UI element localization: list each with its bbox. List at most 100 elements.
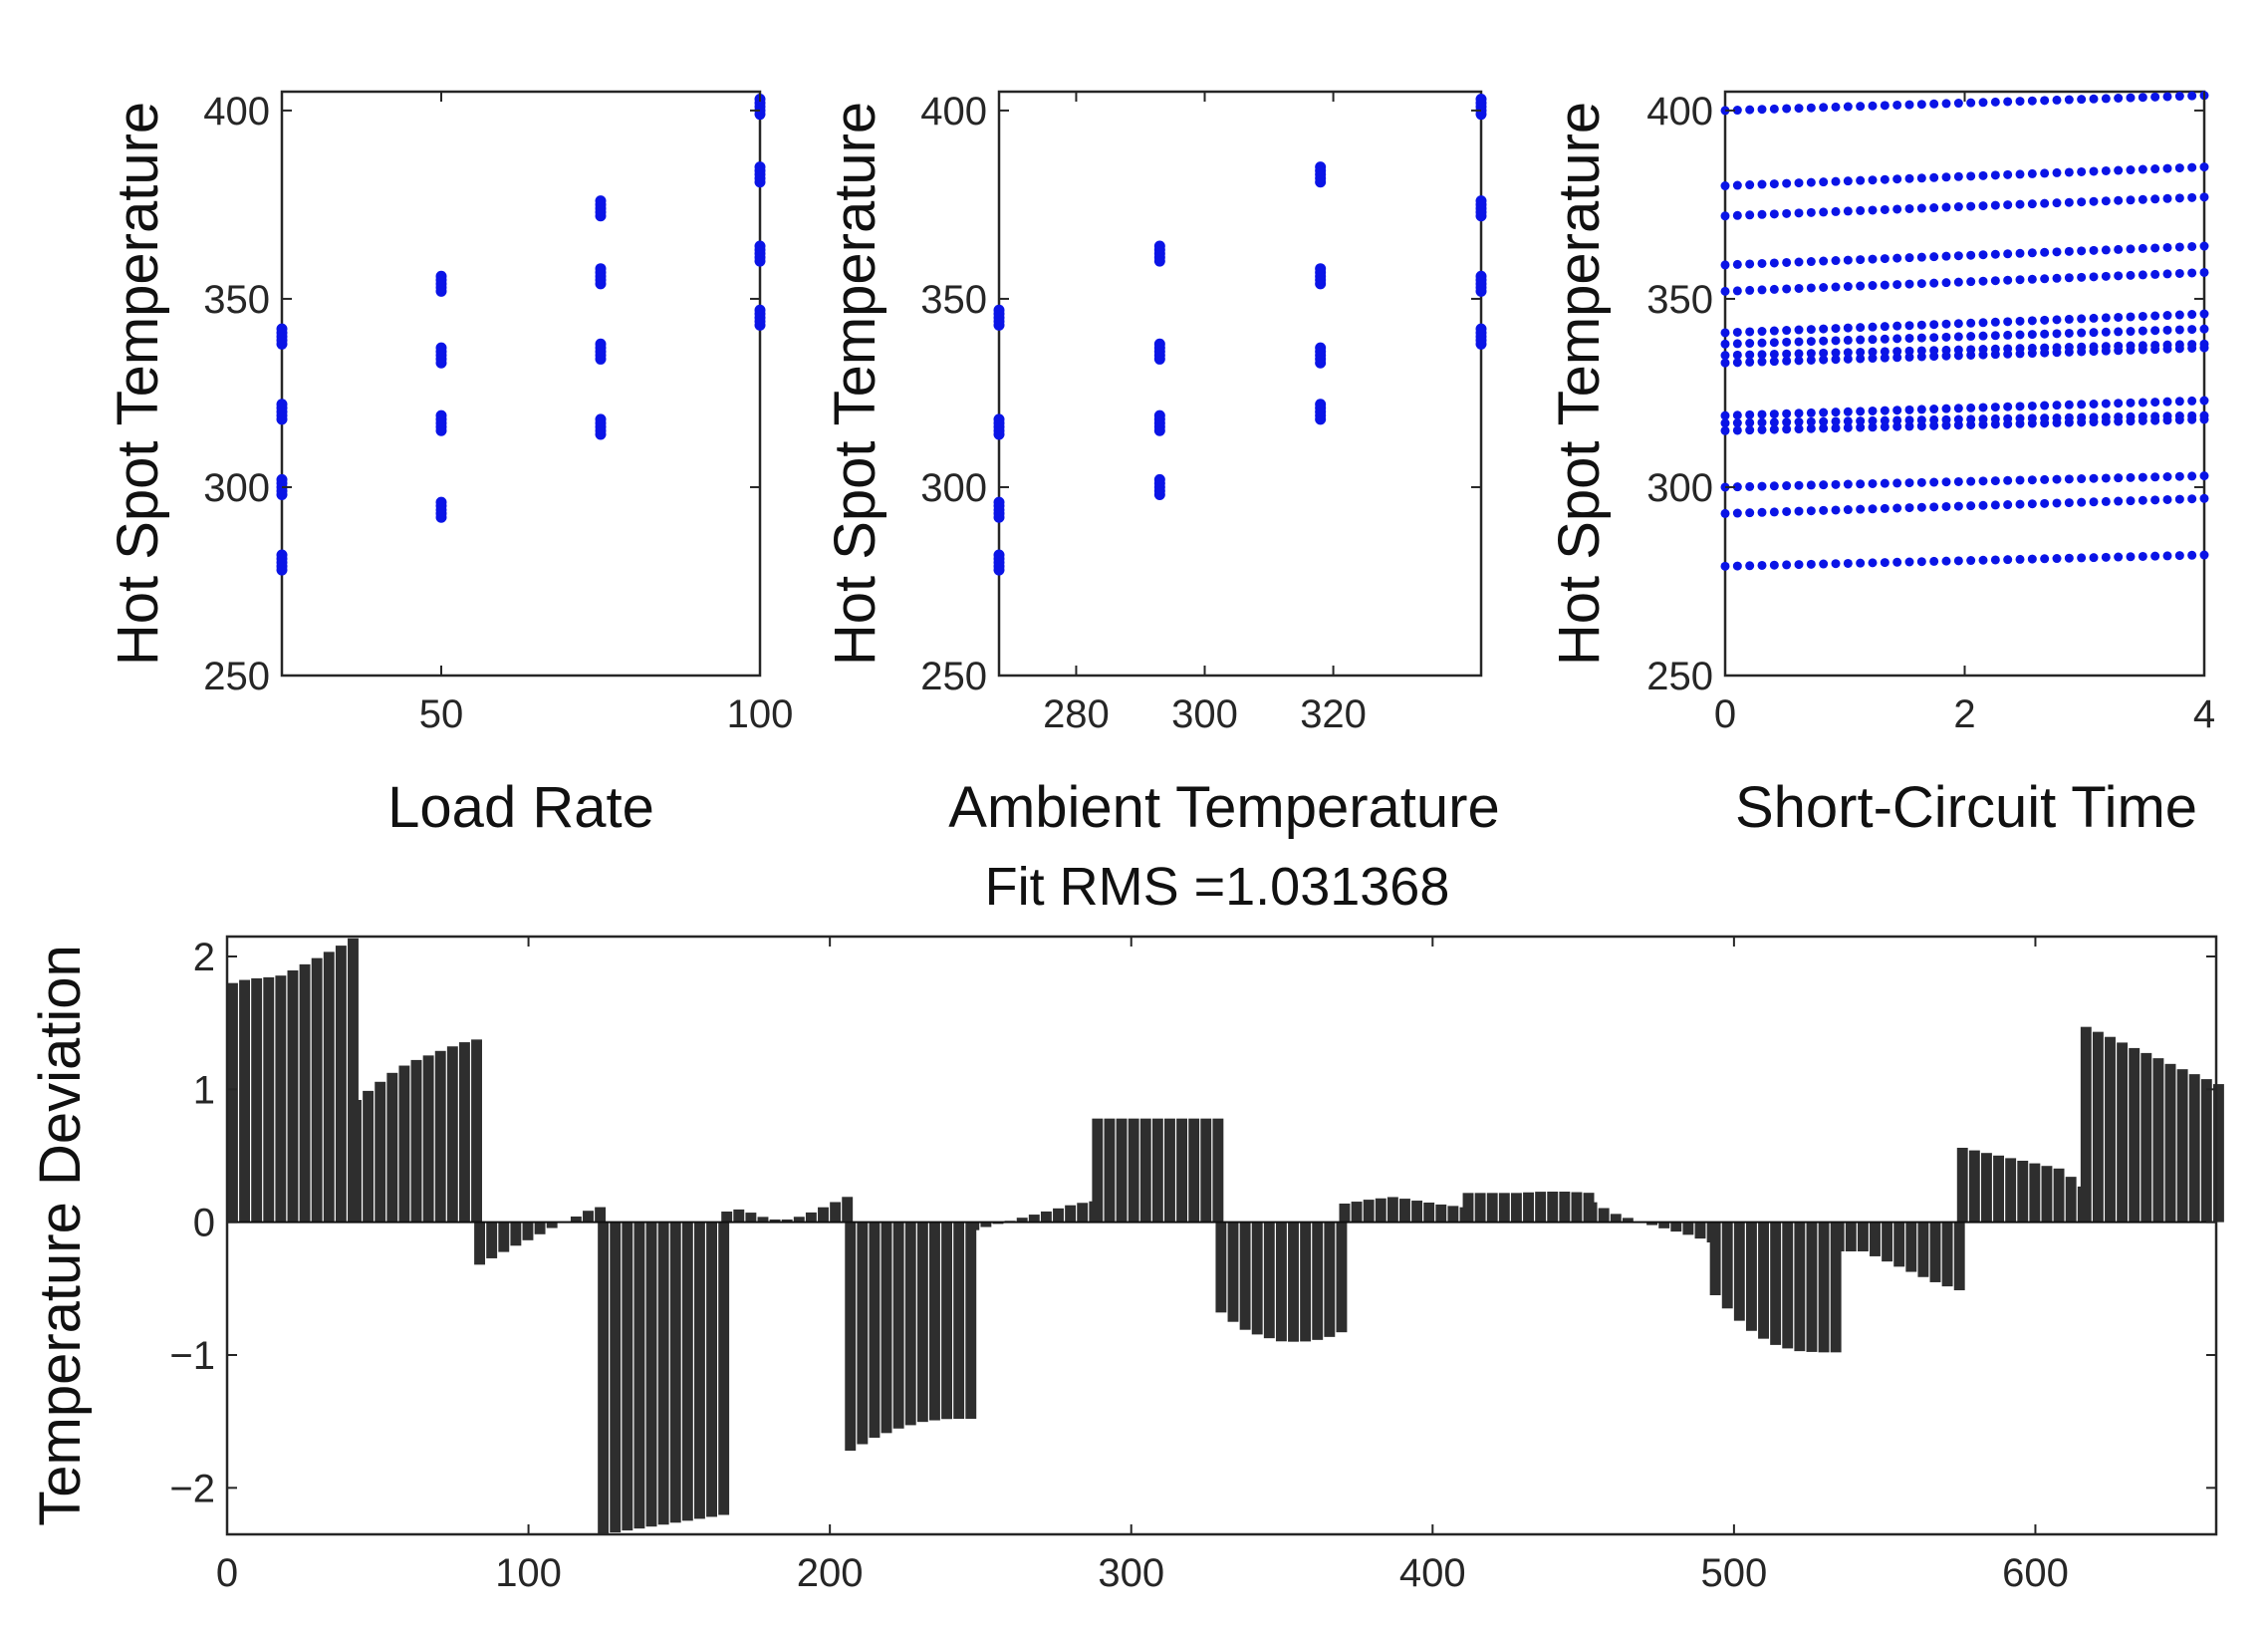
scatter-point [2150, 311, 2160, 321]
deviation-bar [2092, 1031, 2104, 1223]
scatter-point [1892, 415, 1902, 425]
deviation-bar [335, 946, 347, 1223]
scatter-point [1806, 325, 1816, 335]
deviation-bar [1794, 1222, 1806, 1352]
scatter-point [1892, 253, 1902, 263]
scatter-point [1941, 404, 1951, 413]
scatter-point [1831, 282, 1841, 292]
scatter-point [2015, 402, 2025, 411]
scatter-point [2101, 94, 2111, 104]
scatter-point [2015, 248, 2025, 258]
scatter-point [1953, 332, 1963, 342]
deviation-bar [446, 1046, 458, 1223]
scatter-point [1978, 403, 1988, 412]
scatter-point [2150, 398, 2160, 408]
deviation-bar [1363, 1200, 1375, 1223]
x-tick-label: 50 [419, 692, 464, 736]
scatter-point [2027, 168, 2037, 178]
scatter-point [2114, 244, 2124, 254]
deviation-bar [1571, 1192, 1583, 1223]
scatter-point [1794, 208, 1804, 218]
deviation-bar [706, 1222, 717, 1517]
scatter-point [2003, 413, 2013, 423]
y-tick-label: 350 [920, 278, 987, 322]
scatter-point [2027, 316, 2037, 326]
scatter-point [2040, 274, 2050, 284]
scatter-point [2101, 473, 2111, 483]
scatter-point [754, 304, 766, 316]
scatter-point [2174, 340, 2184, 350]
scatter-point [1819, 416, 1829, 426]
scatter-point [1880, 415, 1890, 425]
deviation-bar [892, 1222, 904, 1429]
scatter-point [2114, 473, 2124, 483]
deviation-bar [733, 1209, 745, 1223]
x-axis-label: Short-Circuit Time [1735, 775, 2197, 840]
scatter-point [1843, 505, 1853, 515]
deviation-bar [1610, 1214, 1622, 1223]
scatter-point [1966, 476, 1976, 486]
panel-temperature-deviation: Fit RMS =1.031368 0 100 200 300 400 500 600 −2 −… [28, 857, 2224, 1595]
deviation-bar [1053, 1208, 1064, 1223]
scatter-point [2089, 94, 2099, 104]
x-tick-label: 400 [1399, 1551, 1466, 1595]
deviation-bar [693, 1222, 705, 1519]
scatter-point [1831, 348, 1841, 358]
scatter-point [1892, 353, 1902, 363]
deviation-bar [2141, 1052, 2152, 1223]
scatter-point [2052, 474, 2062, 484]
scatter-point [1990, 476, 2000, 486]
scatter-point [1794, 257, 1804, 267]
deviation-bar [458, 1042, 470, 1223]
deviation-bar [1288, 1222, 1299, 1342]
scatter-point [1745, 508, 1755, 518]
scatter-point [1831, 355, 1841, 365]
scatter-point [1819, 324, 1829, 334]
scatter-point [2162, 551, 2172, 561]
scatter-point [1941, 99, 1951, 109]
scatter-point [1880, 280, 1890, 290]
scatter-point [2077, 95, 2087, 105]
scatter-point [1856, 255, 1866, 265]
deviation-bar [583, 1211, 594, 1223]
scatter-point [1916, 173, 1926, 183]
deviation-bar [1375, 1198, 1386, 1223]
deviation-bar [1535, 1192, 1547, 1223]
scatter-point [1868, 422, 1878, 432]
deviation-bar [953, 1222, 965, 1419]
deviation-bar [1733, 1222, 1745, 1321]
scatter-point [1769, 357, 1779, 367]
scatter-point [1856, 102, 1866, 112]
scatter-point [1757, 327, 1767, 337]
deviation-bar [929, 1222, 940, 1421]
scatter-point [2015, 554, 2025, 564]
scatter-point [2187, 268, 2197, 278]
deviation-bar [1239, 1222, 1251, 1330]
scatter-point [1745, 327, 1755, 337]
deviation-bar [422, 1055, 434, 1223]
scatter-point [2138, 341, 2147, 351]
scatter-point [1843, 206, 1853, 216]
scatter-point [1475, 270, 1487, 282]
x-tick-label: 280 [1043, 692, 1110, 736]
scatter-point [1720, 410, 1730, 420]
scatter-point [1819, 336, 1829, 346]
scatter-point [1941, 251, 1951, 261]
scatter-point [1978, 500, 1988, 510]
deviation-bar [845, 1222, 857, 1451]
plot-frame [280, 90, 762, 678]
scatter-point [1745, 561, 1755, 571]
y-tick-label: 300 [920, 466, 987, 510]
deviation-bar [1128, 1118, 1139, 1223]
scatter-point [2052, 95, 2062, 105]
scatter-point [1880, 347, 1890, 357]
scatter-point [1794, 325, 1804, 335]
scatter-point [1843, 407, 1853, 416]
scatter-point [1794, 337, 1804, 347]
scatter-point [1794, 356, 1804, 366]
deviation-bar [1670, 1222, 1682, 1232]
scatter-point [1892, 421, 1902, 431]
y-tick-label: 250 [920, 655, 987, 698]
scatter-point [1916, 415, 1926, 425]
scatter-point [2126, 472, 2136, 482]
